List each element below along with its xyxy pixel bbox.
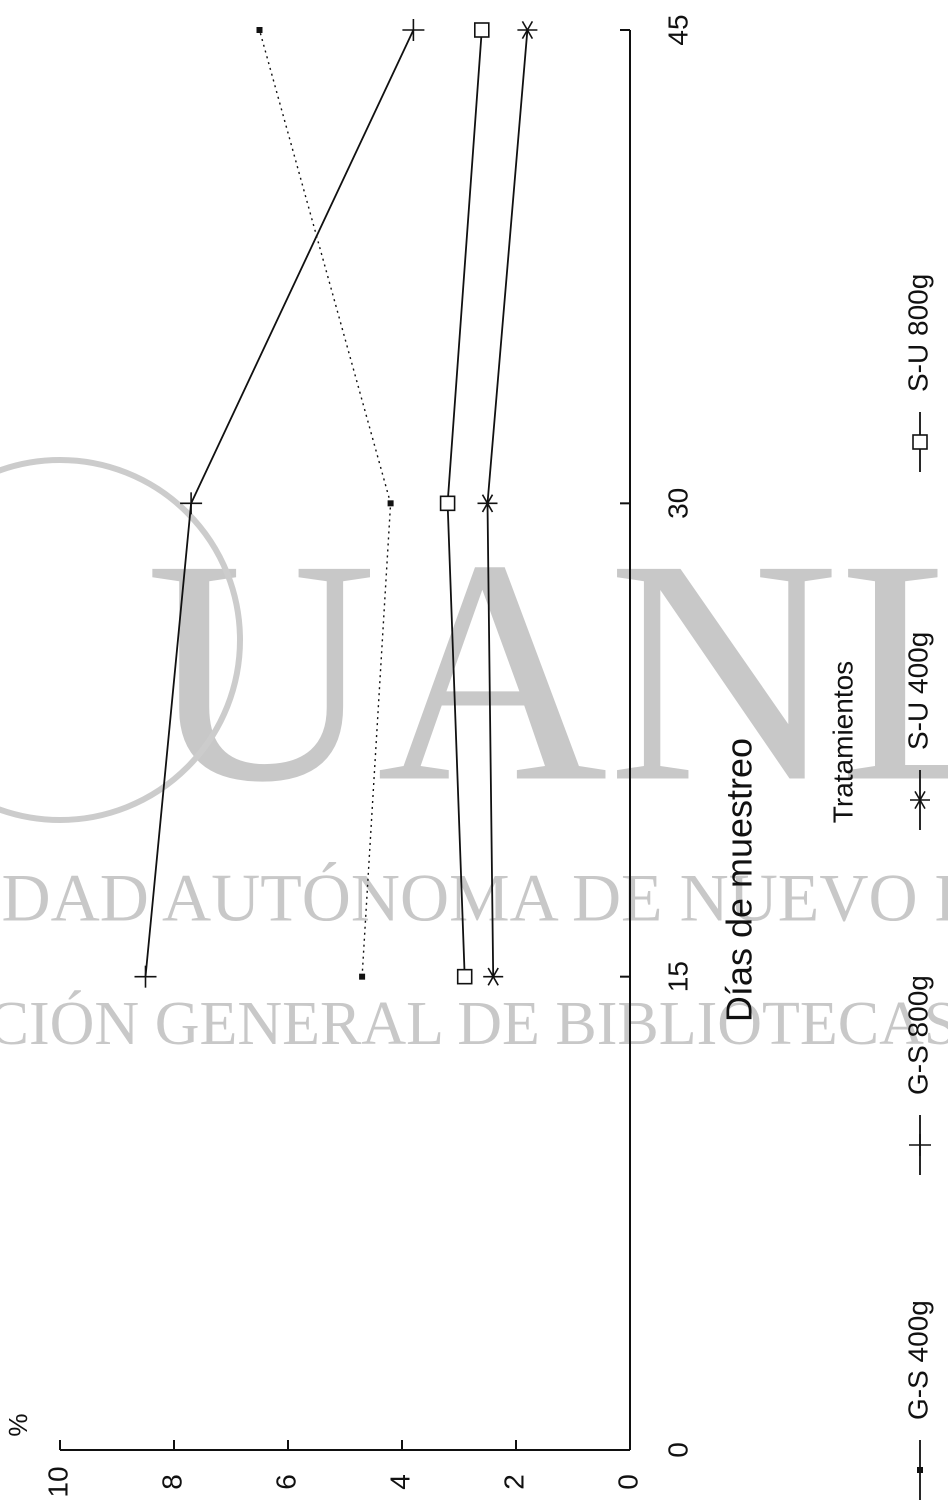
legend-title: Tratamientos [827,661,858,823]
watermark: UNIVERSIDAD AUTÓNOMA DE NUEVO LEÓN [0,860,948,936]
marker [477,494,498,513]
marker [473,22,490,38]
marker-part [914,790,926,810]
legend-label: S-U 800g [902,274,933,392]
marker-dot [256,27,263,33]
marker-square [473,22,490,38]
y-tick-label: 8 [156,1474,187,1490]
legend-label: G-S 400g [902,1300,933,1420]
y-tick-label: 10 [42,1466,73,1497]
marker-square [912,434,928,450]
marker-dot [917,1467,923,1473]
x-axis-label: Días de muestreo [719,738,760,1022]
marker-square [456,968,473,985]
x-tick-label: 15 [662,961,693,992]
marker [910,790,930,810]
marker [402,19,425,41]
watermark-seal [0,457,243,823]
marker-part [521,20,534,40]
x-tick-label: 45 [662,14,693,45]
x-tick-label: 30 [662,488,693,519]
watermark: DIRECCIÓN GENERAL DE BIBLIOTECAS [0,990,948,1058]
y-tick-label: 0 [612,1474,643,1490]
marker [439,495,456,512]
marker [134,965,157,988]
marker-part [481,494,494,513]
y-axis-label: % [3,1413,33,1436]
marker-part [487,967,499,986]
marker [180,492,203,515]
marker [917,1467,923,1473]
y-tick-label: 4 [384,1474,415,1490]
marker [517,20,538,40]
marker [387,500,394,507]
marker [483,967,504,986]
watermark: UANL [146,494,948,848]
marker [359,973,366,980]
y-tick-label: 6 [270,1474,301,1490]
marker [456,968,473,985]
marker-dot [387,500,394,507]
marker-dot [359,973,366,980]
marker [912,434,928,450]
x-tick-label: 0 [662,1442,693,1458]
marker [256,27,263,33]
marker [909,1134,931,1156]
marker-square [439,495,456,512]
legend-label: S-U 400g [902,632,933,750]
legend-label: G-S 800g [902,975,933,1095]
y-tick-label: 2 [498,1474,529,1490]
